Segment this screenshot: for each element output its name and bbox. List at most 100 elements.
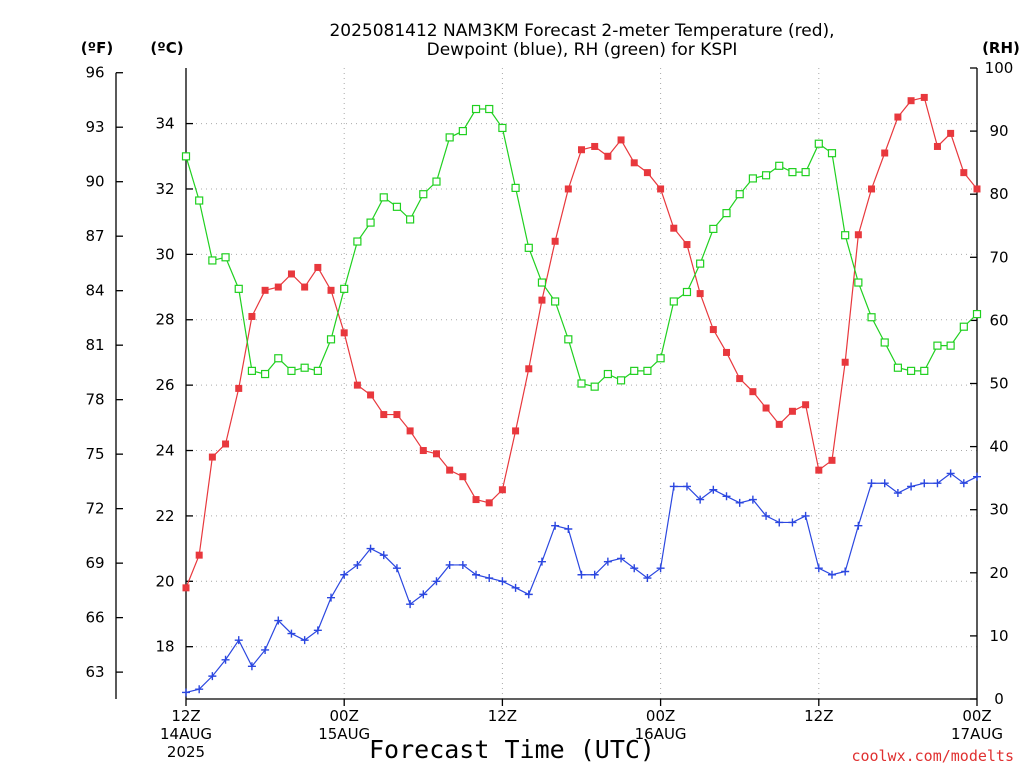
data-point — [498, 577, 507, 586]
data-point — [959, 322, 968, 331]
data-point — [906, 366, 916, 375]
data-point — [353, 237, 362, 246]
data-point — [788, 168, 797, 177]
data-point — [827, 149, 837, 158]
series-dewpoint — [182, 469, 981, 697]
data-point — [221, 655, 230, 664]
data-point — [261, 369, 270, 379]
data-point — [841, 567, 850, 576]
data-point — [353, 381, 361, 389]
data-point — [327, 286, 335, 294]
data-point — [261, 286, 269, 294]
data-point — [590, 382, 599, 391]
fahrenheit-unit-label: (ºF) — [81, 39, 113, 57]
data-point — [682, 482, 691, 491]
data-point — [551, 237, 559, 245]
data-point — [221, 253, 230, 262]
data-point — [247, 662, 256, 671]
celsius-tick-label-26: 26 — [155, 376, 174, 394]
data-point — [933, 341, 942, 350]
data-point — [893, 363, 903, 372]
fahrenheit-tick-label-63: 63 — [85, 663, 104, 681]
data-point — [696, 290, 704, 298]
data-series — [181, 93, 982, 697]
data-point — [972, 309, 982, 319]
data-point — [446, 466, 454, 474]
data-point — [551, 521, 560, 530]
series-rh — [181, 104, 982, 391]
x-tick-label-24: 12Z — [488, 707, 517, 725]
data-point — [682, 287, 692, 297]
data-point — [379, 193, 388, 202]
data-point — [301, 283, 309, 291]
axes — [115, 67, 978, 706]
data-point — [722, 209, 731, 218]
data-point — [959, 479, 968, 488]
data-point — [445, 133, 454, 142]
data-point — [946, 341, 955, 350]
data-point — [630, 564, 639, 573]
rh-tick-label-70: 70 — [989, 248, 1008, 266]
data-point — [524, 243, 533, 252]
data-point — [432, 177, 441, 186]
celsius-tick-label-32: 32 — [155, 180, 174, 198]
data-point — [907, 482, 916, 491]
data-point — [736, 375, 744, 383]
chart-title-line2: Dewpoint (blue), RH (green) for KSPI — [427, 40, 738, 60]
data-point — [947, 129, 955, 137]
celsius-tick-label-20: 20 — [155, 572, 174, 590]
data-point — [841, 231, 850, 240]
data-point — [604, 152, 612, 160]
data-point — [564, 185, 572, 193]
data-point — [973, 472, 981, 481]
data-point — [933, 479, 942, 488]
data-point — [814, 564, 823, 573]
data-point — [222, 440, 230, 448]
data-point — [670, 224, 678, 232]
grid-lines — [186, 68, 977, 699]
data-point — [432, 577, 441, 586]
data-point — [735, 190, 744, 199]
data-point — [525, 365, 533, 373]
series-line-0 — [185, 96, 978, 589]
data-point — [920, 93, 928, 101]
fahrenheit-tick-label-93: 93 — [85, 118, 104, 136]
data-point — [748, 495, 757, 504]
data-point — [933, 142, 941, 150]
data-point — [498, 486, 506, 494]
data-point — [326, 335, 336, 344]
x-tick-year-0: 2025 — [167, 743, 205, 761]
data-point — [380, 411, 388, 419]
data-point — [591, 142, 599, 150]
data-point — [458, 126, 467, 136]
data-point — [208, 256, 217, 265]
rh-tick-label-100: 100 — [985, 59, 1014, 77]
data-point — [709, 485, 718, 494]
data-point — [868, 185, 876, 193]
data-point — [801, 511, 810, 520]
data-point — [182, 688, 190, 697]
fahrenheit-tick-label-96: 96 — [85, 64, 104, 82]
fahrenheit-tick-label-69: 69 — [85, 554, 104, 572]
x-tick-date-36: 16AUG — [635, 725, 687, 743]
data-point — [471, 104, 481, 114]
data-point — [537, 557, 546, 566]
data-point — [181, 152, 191, 161]
data-point — [630, 159, 638, 167]
data-point — [274, 616, 283, 625]
data-point — [696, 495, 705, 504]
data-point — [577, 570, 586, 579]
data-point — [828, 456, 836, 464]
data-point — [392, 202, 402, 211]
data-point — [881, 149, 889, 157]
data-point — [366, 218, 375, 227]
data-point — [512, 427, 520, 435]
data-point — [248, 312, 256, 320]
data-point — [801, 168, 810, 177]
series-2-meter-temperature — [182, 93, 981, 592]
x-tick-label-60: 00Z — [962, 707, 991, 725]
data-point — [458, 560, 467, 569]
data-point — [893, 489, 902, 498]
fahrenheit-tick-label-72: 72 — [85, 500, 104, 518]
